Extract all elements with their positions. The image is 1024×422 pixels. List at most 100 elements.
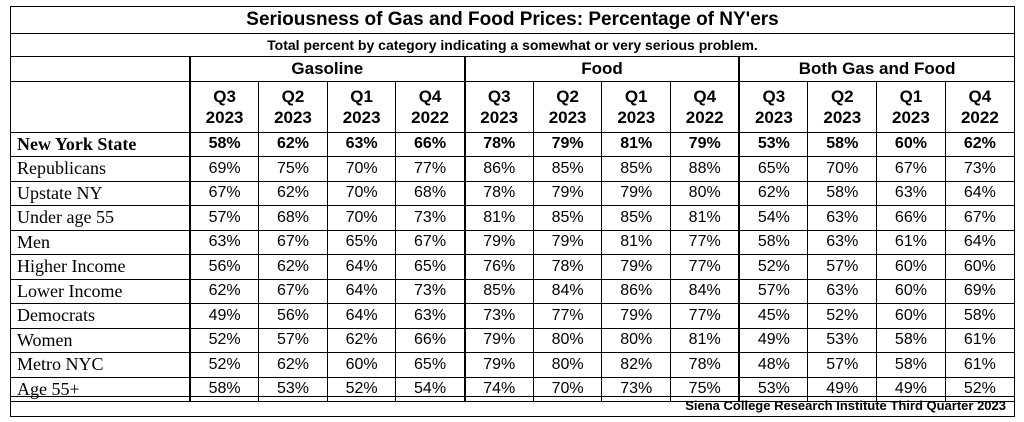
value-cell: 64% (326, 279, 396, 304)
value-cell: 77% (670, 254, 740, 280)
value-cell: 65% (395, 352, 465, 378)
period-header: Q2 2023 (807, 81, 877, 133)
value-cell: 79% (601, 254, 671, 280)
table-row: Upstate NY 67% 62% 70% 68% 78% 79% 79% 80% 62% 58%… (11, 181, 1014, 206)
value-cell: 79% (601, 181, 671, 206)
table-row: Higher Income 56% 62% 64% 65% 76% 78% 79% 77% 52%… (11, 254, 1014, 280)
table-row: Metro NYC 52% 62% 60% 65% 79% 80% 82% 78% 48% 57% 5… (11, 352, 1014, 378)
table-row: Women 52% 57% 62% 66% 79% 80% 80% 81% 49% 53% 58% 61… (11, 328, 1014, 353)
value-cell: 65% (326, 230, 396, 255)
value-cell: 58% (876, 328, 946, 353)
quarter-label: Q3 (487, 86, 511, 106)
value-cell: 75% (670, 377, 740, 402)
value-cell: 62% (189, 279, 259, 304)
value-cell: 66% (395, 132, 465, 157)
value-cell: 84% (670, 279, 740, 304)
value-cell: 82% (601, 352, 671, 378)
row-label: Metro NYC (11, 352, 190, 378)
value-cell: 70% (326, 156, 396, 182)
period-header: Q4 2022 (670, 81, 740, 133)
table-row: New York State 58% 62% 63% 66% 78% 79% 81% 79% 53… (11, 132, 1014, 157)
value-cell: 63% (395, 303, 465, 329)
value-cell: 63% (807, 205, 877, 231)
value-cell: 62% (258, 352, 328, 378)
row-label: Women (11, 328, 190, 353)
value-cell: 68% (258, 205, 328, 231)
value-cell: 73% (601, 377, 671, 402)
value-cell: 58% (876, 352, 946, 378)
value-cell: 67% (258, 279, 328, 304)
value-cell: 79% (532, 181, 602, 206)
value-cell: 81% (601, 230, 671, 255)
value-cell: 68% (395, 181, 465, 206)
value-cell: 57% (258, 328, 328, 353)
value-cell: 81% (463, 205, 534, 231)
corner-cell-top (11, 57, 190, 82)
value-cell: 58% (807, 181, 877, 206)
value-cell: 80% (532, 352, 602, 378)
value-cell: 49% (189, 303, 259, 329)
value-cell: 62% (944, 132, 1014, 157)
value-cell: 74% (463, 377, 534, 402)
value-cell: 67% (395, 230, 465, 255)
data-table: Gasoline Food Both Gas and Food Q3 2023 Q2 202… (11, 57, 1014, 402)
year-label: 2023 (274, 107, 312, 127)
value-cell: 64% (326, 254, 396, 280)
value-cell: 57% (807, 254, 877, 280)
row-label: Upstate NY (11, 181, 190, 206)
value-cell: 49% (807, 377, 877, 402)
value-cell: 52% (189, 328, 259, 353)
value-cell: 63% (807, 230, 877, 255)
period-header: Q4 2022 (944, 81, 1014, 133)
quarter-label: Q2 (281, 86, 305, 106)
quarter-label: Q2 (830, 86, 854, 106)
value-cell: 79% (601, 303, 671, 329)
value-cell: 45% (738, 303, 808, 329)
value-cell: 62% (738, 181, 808, 206)
value-cell: 81% (670, 328, 740, 353)
value-cell: 56% (258, 303, 328, 329)
value-cell: 75% (258, 156, 328, 182)
footer-divider (11, 396, 1014, 397)
value-cell: 63% (876, 181, 946, 206)
period-header: Q2 2023 (532, 81, 602, 133)
value-cell: 57% (807, 352, 877, 378)
value-cell: 77% (395, 156, 465, 182)
value-cell: 79% (463, 328, 534, 353)
value-cell: 78% (532, 254, 602, 280)
period-header: Q1 2023 (876, 81, 946, 133)
quarter-label: Q4 (418, 86, 442, 106)
quarter-label: Q1 (350, 86, 373, 106)
value-cell: 60% (944, 254, 1014, 280)
group-header: Both Gas and Food (738, 57, 1014, 82)
value-cell: 79% (532, 230, 602, 255)
value-cell: 73% (395, 279, 465, 304)
value-cell: 67% (944, 205, 1014, 231)
year-label: 2023 (892, 107, 930, 127)
value-cell: 73% (463, 303, 534, 329)
value-cell: 70% (326, 181, 396, 206)
value-cell: 54% (738, 205, 808, 231)
row-label: New York State (11, 132, 190, 157)
value-cell: 52% (738, 254, 808, 280)
value-cell: 86% (601, 279, 671, 304)
value-cell: 60% (876, 279, 946, 304)
value-cell: 77% (670, 303, 740, 329)
value-cell: 53% (738, 132, 808, 157)
value-cell: 54% (395, 377, 465, 402)
group-header: Gasoline (189, 57, 465, 82)
value-cell: 57% (738, 279, 808, 304)
value-cell: 70% (532, 377, 602, 402)
value-cell: 66% (876, 205, 946, 231)
value-cell: 60% (876, 254, 946, 280)
value-cell: 58% (807, 132, 877, 157)
value-cell: 53% (258, 377, 328, 402)
year-label: 2023 (205, 107, 244, 127)
value-cell: 56% (189, 254, 259, 280)
value-cell: 69% (944, 279, 1014, 304)
value-cell: 66% (395, 328, 465, 353)
value-cell: 58% (738, 230, 808, 255)
row-label: Democrats (11, 303, 190, 329)
table-row: Lower Income 62% 67% 64% 73% 85% 84% 86% 84% 57% 6… (11, 279, 1014, 304)
value-cell: 58% (189, 132, 259, 157)
